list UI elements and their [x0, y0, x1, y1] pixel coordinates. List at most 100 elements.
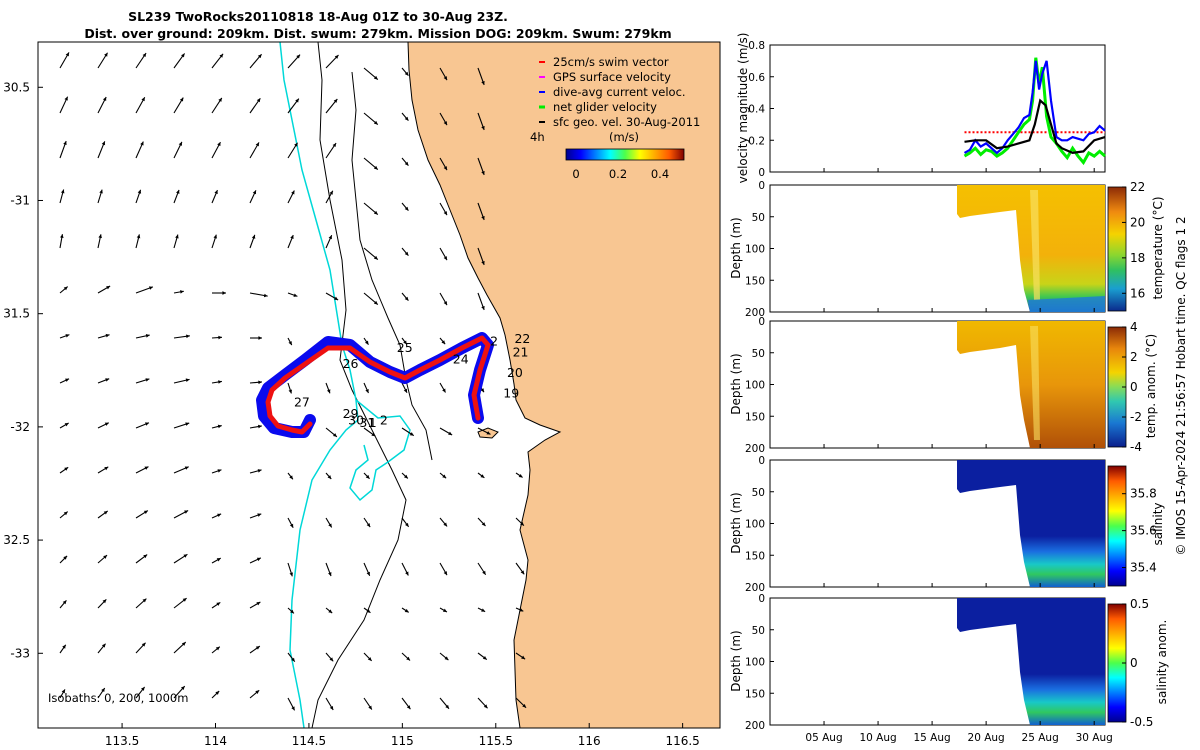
velocity-vector-head: [65, 378, 70, 382]
velocity-vector-head: [481, 305, 485, 310]
footer-credit: © IMOS 15-Apr-2024 21:56:57 Hobart time.…: [1174, 216, 1188, 555]
velocity-series: [963, 57, 1106, 166]
velocity-vector-head: [257, 513, 262, 517]
depth-tick-label: 150: [745, 275, 765, 287]
legend-label-geo: sfc geo. vel. 30-Aug-2011: [553, 115, 700, 129]
velocity-vector-head: [136, 234, 141, 239]
velocity-vector-head: [373, 75, 378, 80]
depth-tick-label: 200: [745, 720, 765, 732]
velocity-vector-head: [176, 189, 180, 194]
colorbar-tick-label: 18: [1130, 251, 1145, 265]
velocity-vector-head: [367, 657, 372, 661]
time-marker-label: 4h: [530, 130, 545, 144]
temperature-anomaly-y-label: Depth (m): [729, 353, 743, 414]
map-x-tick-label: 114: [204, 734, 227, 748]
colorbar-tick-label: -2: [1130, 410, 1142, 424]
velocity-vector-head: [62, 644, 66, 649]
colorbar-tick-label: 0: [1130, 380, 1138, 394]
velocity-vector-head: [98, 234, 102, 239]
velocity-vector-head: [443, 211, 447, 216]
map-x-tick-label: 115: [391, 734, 414, 748]
colorbar-unit-label: (m/s): [609, 130, 639, 144]
colorbar-tick-label: 0: [1130, 656, 1138, 670]
depth-tick-label: 200: [745, 443, 765, 455]
track-day-label: 26: [343, 356, 359, 371]
colorbar-tick-2: 0.4: [651, 167, 669, 181]
velocity-vector-head: [142, 598, 147, 603]
velocity-vector-head: [481, 80, 485, 85]
temperature-anomaly-panel: 0 50 100 150 200 Depth (m) 4 2 0 -2 -4 temp. ano…: [729, 316, 1158, 455]
track-day-label: 22: [514, 331, 530, 346]
track-day-label: 2: [490, 333, 498, 348]
velocity-vector-head: [373, 210, 378, 215]
velocity-vector-head: [217, 424, 222, 429]
velocity-vector-head: [218, 97, 222, 102]
velocity-vector-head: [403, 340, 407, 345]
map-x-tick-label: 114.5: [292, 734, 326, 748]
salinity-field: [957, 460, 1105, 587]
velocity-y-tick-label: 0.4: [748, 104, 765, 116]
velocity-vector-head: [365, 389, 369, 394]
depth-tick-label: 50: [752, 625, 765, 637]
track-day-label: 31: [359, 415, 375, 430]
velocity-y-tick-label: 0.6: [748, 72, 765, 84]
time-tick-label: 10 Aug: [859, 732, 896, 744]
track-day-label: 21: [513, 345, 529, 360]
velocity-vector-head: [373, 120, 378, 125]
temperature-colorbar-ticks: 22 20 18 16: [1122, 180, 1145, 300]
velocity-vector-head: [183, 554, 188, 558]
velocity-vector-head: [365, 474, 370, 479]
velocity-vector-head: [329, 706, 334, 711]
colorbar-tick-label: 35.4: [1130, 561, 1157, 575]
velocity-y-tick-label: 0.2: [748, 135, 765, 147]
velocity-vector-head: [522, 703, 527, 708]
depth-tick-label: 0: [758, 180, 765, 192]
velocity-colorbar: [565, 148, 685, 161]
velocity-vector-head: [63, 286, 68, 291]
velocity-vector-head: [184, 466, 189, 470]
velocity-vector-head: [255, 690, 260, 694]
map-x-tick-label: 116: [578, 734, 601, 748]
velocity-vector-head: [64, 423, 69, 427]
velocity-vector-head: [256, 602, 261, 606]
velocity-vector-head: [368, 705, 372, 710]
velocity-vector-head: [332, 143, 337, 148]
velocity-vector-head: [373, 255, 378, 260]
colorbar-tick-1: 0.2: [609, 167, 627, 181]
velocity-vector-head: [289, 572, 293, 577]
velocity-vector-head: [443, 571, 447, 576]
velocity-vector-head: [520, 570, 525, 575]
velocity-vector-head: [145, 334, 150, 338]
track-day-label: 30: [348, 413, 364, 428]
velocity-vector-head: [404, 608, 409, 613]
velocity-vector-head: [105, 378, 110, 382]
velocity-vector-head: [291, 190, 295, 195]
velocity-vector-head: [258, 336, 262, 340]
velocity-vector-head: [255, 646, 260, 650]
colorbar-tick-label: -4: [1130, 440, 1142, 454]
velocity-vector-head: [256, 557, 261, 562]
velocity-vector-head: [443, 76, 447, 81]
velocity-vector-head: [104, 52, 108, 57]
velocity-vector-head: [328, 235, 332, 240]
temperature-anomaly-field: [957, 321, 1105, 448]
velocity-vector-head: [518, 473, 523, 478]
velocity-vector-head: [328, 523, 332, 528]
velocity-vector-head: [409, 432, 414, 436]
colorbar-tick-0: 0: [572, 167, 579, 181]
velocity-vector-head: [218, 335, 222, 340]
velocity-vector-head: [180, 686, 185, 690]
depth-tick-label: 50: [752, 212, 765, 224]
velocity-vector-head: [443, 256, 447, 261]
velocity-vector-head: [143, 554, 148, 559]
velocity-vector-head: [334, 296, 339, 300]
legend-label-net: net glider velocity: [553, 100, 657, 114]
velocity-vector-head: [219, 53, 224, 58]
velocity-vector-head: [144, 466, 149, 470]
colorbar-tick-label: 4: [1130, 320, 1138, 334]
velocity-vector-head: [61, 689, 65, 694]
velocity-vector-head: [403, 388, 407, 393]
velocity-vector-head: [143, 510, 148, 515]
